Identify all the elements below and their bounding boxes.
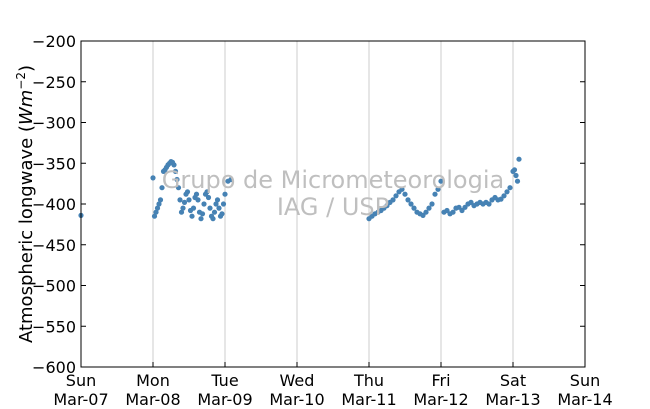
y-tick-label: −250 (32, 73, 76, 92)
data-point (444, 207, 450, 214)
x-tick-label-date: Mar-09 (197, 390, 252, 409)
data-point (438, 178, 444, 184)
x-tick-label-date: Mar-12 (413, 390, 468, 409)
y-tick-label: −300 (32, 114, 76, 133)
data-point (462, 204, 468, 210)
data-point (150, 175, 156, 181)
data-point (405, 197, 411, 203)
y-tick-label: −500 (32, 277, 76, 296)
x-tick-label-day: Sun (570, 371, 600, 390)
data-point (207, 205, 213, 211)
data-point (172, 168, 179, 174)
y-tick-label: −550 (32, 317, 76, 336)
watermark-line-2: IAG / USP (277, 193, 389, 221)
data-point (423, 209, 429, 215)
data-point (411, 205, 417, 211)
x-axis: SunMar-07MonMar-08TueMar-09WedMar-10ThuM… (53, 362, 613, 409)
data-point (213, 201, 219, 207)
data-point (171, 162, 177, 168)
data-point (154, 205, 161, 211)
y-tick-label: −450 (32, 236, 76, 255)
data-point (214, 197, 221, 203)
watermark: Grupo de Micrometeorologia IAG / USP (162, 166, 504, 221)
data-point (198, 216, 204, 222)
data-point (432, 191, 438, 197)
x-tick-label-date: Mar-14 (557, 390, 612, 409)
x-tick-label-day: Sat (500, 371, 526, 390)
plot-frame (80, 40, 586, 368)
x-tick-label-day: Tue (210, 371, 238, 390)
data-point (216, 205, 222, 211)
x-tick-label-day: Thu (353, 371, 384, 390)
x-tick-label-day: Wed (280, 371, 315, 390)
data-point (222, 191, 228, 197)
data-point (184, 189, 191, 195)
x-tick-label-day: Fri (431, 371, 450, 390)
y-tick-label: −200 (32, 32, 76, 51)
data-point (151, 213, 158, 219)
x-tick-label-day: Mon (136, 371, 170, 390)
data-point (153, 209, 159, 215)
data-point (211, 209, 218, 215)
data-point (156, 201, 162, 207)
data-point (157, 197, 164, 203)
data-point (204, 189, 210, 195)
data-point (178, 209, 185, 215)
y-axis: −200 −250 −300 −350 −400 −450 −500 −550 −600 (32, 32, 585, 377)
data-point (514, 178, 521, 184)
data-point (516, 156, 522, 162)
data-point (220, 201, 227, 207)
data-point (193, 191, 200, 197)
x-tick-label-date: Mar-07 (53, 390, 108, 409)
data-point (210, 216, 216, 222)
data-point (390, 197, 396, 203)
data-point (429, 201, 435, 207)
data-point (205, 194, 212, 201)
data-point (201, 201, 207, 207)
data-point (501, 193, 507, 199)
data-point (393, 193, 399, 199)
data-point (180, 205, 186, 211)
x-tick-label-date: Mar-08 (125, 390, 180, 409)
grid-lines (152, 41, 514, 367)
data-point (189, 213, 195, 219)
data-point (435, 186, 441, 192)
data-point (228, 176, 234, 183)
data-point (450, 209, 456, 215)
data-point (426, 205, 432, 211)
data-point (402, 191, 408, 197)
data-point (498, 196, 504, 202)
data-point (504, 189, 510, 195)
data-point (190, 205, 197, 211)
x-tick-label-day: Sun (66, 371, 96, 390)
data-point (177, 197, 183, 203)
data-point (486, 201, 492, 207)
data-point (181, 199, 188, 205)
y-tick-label: −350 (32, 154, 76, 173)
data-point (399, 186, 405, 192)
x-tick-label-date: Mar-11 (341, 390, 396, 409)
data-point (199, 211, 206, 217)
watermark-line-1: Grupo de Micrometeorologia (162, 166, 504, 194)
data-point (408, 201, 414, 207)
data-point (175, 185, 182, 191)
y-tick-label: −600 (32, 358, 76, 377)
data-point (219, 211, 225, 217)
data-point (159, 185, 165, 191)
scatter-series (78, 156, 522, 222)
y-tick-label: −400 (32, 195, 76, 214)
data-point (511, 167, 518, 173)
data-point (186, 197, 192, 203)
x-tick-label-date: Mar-10 (269, 390, 324, 409)
data-point (513, 172, 519, 179)
data-point (195, 197, 201, 203)
data-point (507, 185, 513, 191)
x-tick-label-date: Mar-13 (485, 390, 540, 409)
y-axis-title: Atmospheric longwave (Wm−2) (14, 65, 37, 343)
data-point (174, 176, 180, 183)
